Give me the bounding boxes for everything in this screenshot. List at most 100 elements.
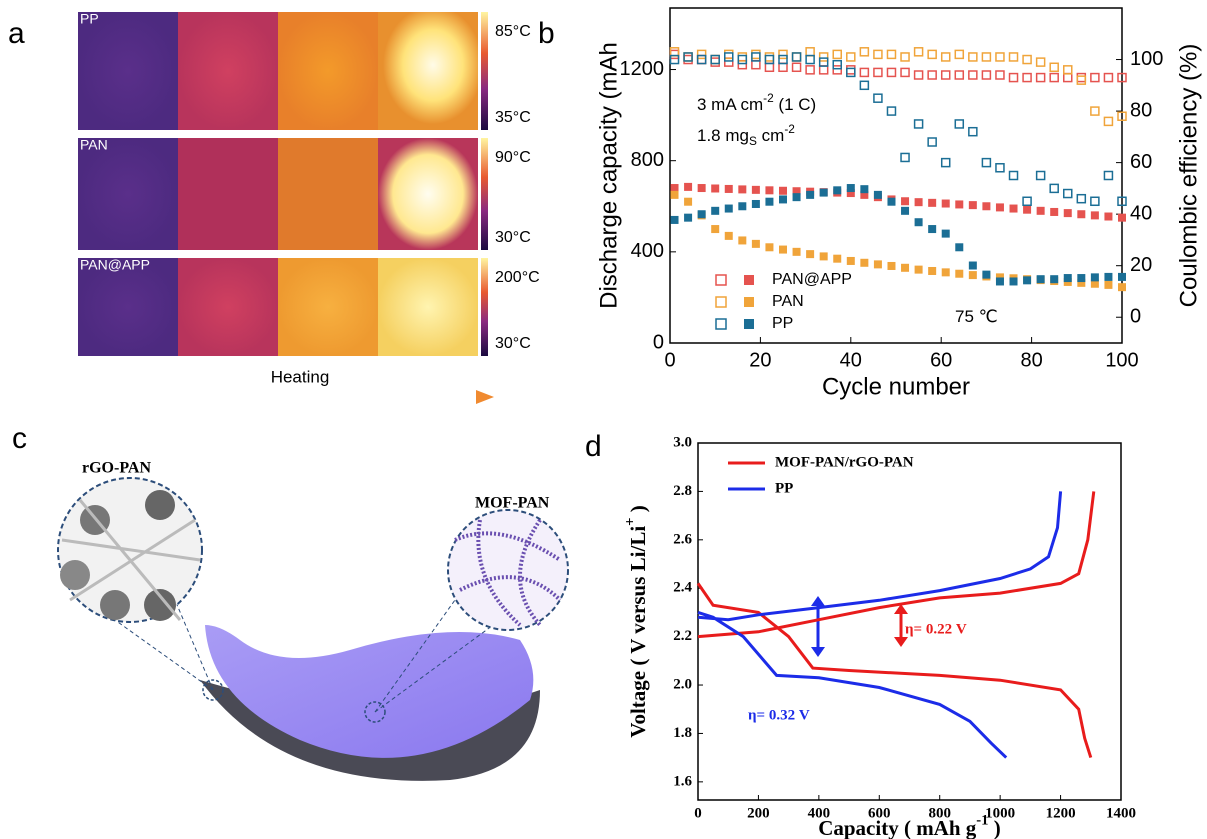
capacity-point	[860, 258, 869, 267]
capacity-point	[765, 186, 774, 195]
inset-label: MOF-PAN	[475, 495, 550, 512]
scale-min: 35°C	[495, 109, 531, 126]
capacity-point	[995, 277, 1004, 286]
x-tick-label: 1200	[1046, 805, 1076, 821]
efficiency-point	[1035, 72, 1046, 83]
efficiency-point	[1063, 65, 1073, 75]
y-tick-label: 2.4	[673, 580, 692, 596]
capacity-point	[928, 225, 937, 234]
efficiency-point	[737, 54, 748, 65]
efficiency-point	[1008, 72, 1019, 83]
capacity-point	[914, 198, 923, 207]
efficiency-point	[669, 54, 680, 65]
efficiency-point	[859, 67, 870, 78]
efficiency-point	[724, 57, 734, 67]
arrow-label: Heating	[271, 367, 330, 386]
y2-tick-label: 100	[1130, 48, 1163, 70]
x-tick-label: 60	[930, 349, 952, 371]
y-tick-label: 0	[653, 331, 664, 353]
capacity-point	[887, 261, 896, 270]
capacity-point	[1090, 279, 1099, 288]
capacity-point	[1009, 204, 1018, 213]
efficiency-point	[805, 54, 815, 65]
efficiency-point	[1008, 52, 1019, 62]
efficiency-point	[886, 67, 897, 78]
capacity-point	[751, 199, 760, 208]
thermal-images	[78, 12, 494, 404]
efficiency-point	[995, 163, 1005, 173]
y-axis-label: Voltage ( V versus Li/Li+ )	[623, 505, 650, 738]
panel-label: d	[585, 430, 602, 463]
efficiency-point	[1049, 62, 1059, 73]
y2-tick-label: 40	[1130, 202, 1152, 224]
legend-label: MOF-PAN/rGO-PAN	[775, 454, 914, 470]
efficiency-point	[669, 49, 680, 60]
efficiency-point	[1076, 75, 1087, 85]
efficiency-point	[900, 152, 910, 163]
capacity-point	[1063, 209, 1072, 218]
efficiency-point	[818, 52, 829, 62]
capacity-point	[914, 265, 923, 274]
legend-label: PP	[772, 315, 793, 332]
capacity-point	[846, 256, 855, 265]
efficiency-point	[683, 52, 693, 62]
efficiency-point	[1103, 72, 1114, 83]
efficiency-point	[968, 52, 978, 62]
capacity-point	[982, 270, 991, 279]
x-tick-label: 600	[868, 805, 891, 821]
x-axis-label-part: )	[989, 816, 1001, 839]
x-tick-label: 100	[1105, 349, 1138, 371]
efficiency-point	[913, 119, 924, 129]
y2-axis-label: Coulombic efficiency (%)	[1175, 44, 1202, 308]
capacity-point	[1036, 275, 1045, 284]
efficiency-point	[1049, 183, 1059, 194]
scale-min: 30°C	[495, 335, 531, 352]
capacity-point	[1090, 273, 1099, 282]
annotation-part: -2	[784, 122, 795, 136]
y-axis-label-part: )	[626, 505, 650, 517]
legend-marker	[715, 296, 727, 308]
efficiency-point	[1090, 196, 1100, 207]
y2-tick-label: 80	[1130, 99, 1152, 121]
efficiency-point	[927, 70, 937, 80]
capacity-point	[887, 197, 896, 206]
capacity-point	[819, 252, 828, 261]
capacity-point	[738, 202, 747, 211]
efficiency-point	[1008, 170, 1019, 181]
capacity-point	[724, 204, 733, 213]
capacity-point	[684, 182, 693, 191]
capacity-point	[1023, 205, 1032, 214]
capacity-point	[1118, 272, 1126, 281]
y-axis-label-part: Voltage ( V versus Li/Li	[626, 526, 650, 738]
capacity-point	[1050, 275, 1059, 284]
efficiency-point	[751, 59, 761, 70]
efficiency-point	[791, 62, 802, 73]
y-tick-label: 3.0	[673, 434, 692, 450]
legend-label: PP	[775, 480, 793, 496]
x-axis-label: Cycle number	[822, 373, 970, 400]
capacity-point	[833, 186, 842, 195]
capacity-point	[955, 269, 964, 278]
capacity-point	[670, 215, 679, 224]
capacity-point	[1118, 213, 1126, 222]
scale-max: 90°C	[495, 149, 531, 166]
efficiency-point	[981, 157, 992, 168]
efficiency-point	[832, 59, 842, 70]
efficiency-point	[859, 47, 870, 57]
capacity-point	[955, 200, 964, 209]
efficiency-point	[710, 54, 720, 65]
y-tick-label: 800	[631, 149, 664, 171]
annotation-part: S	[749, 134, 757, 148]
capacity-point	[751, 185, 760, 194]
x-axis-label: Capacity ( mAh g-1 )	[818, 813, 1001, 839]
efficiency-point	[1035, 170, 1046, 181]
annotation-part: 75 ℃	[955, 307, 998, 326]
efficiency-point	[818, 65, 829, 75]
efficiency-point	[818, 57, 829, 67]
capacity-point	[792, 247, 801, 256]
efficiency-point	[791, 52, 802, 62]
efficiency-point	[995, 70, 1005, 80]
efficiency-point	[1022, 72, 1032, 83]
efficiency-point	[764, 52, 775, 62]
capacity-point	[1090, 211, 1099, 220]
